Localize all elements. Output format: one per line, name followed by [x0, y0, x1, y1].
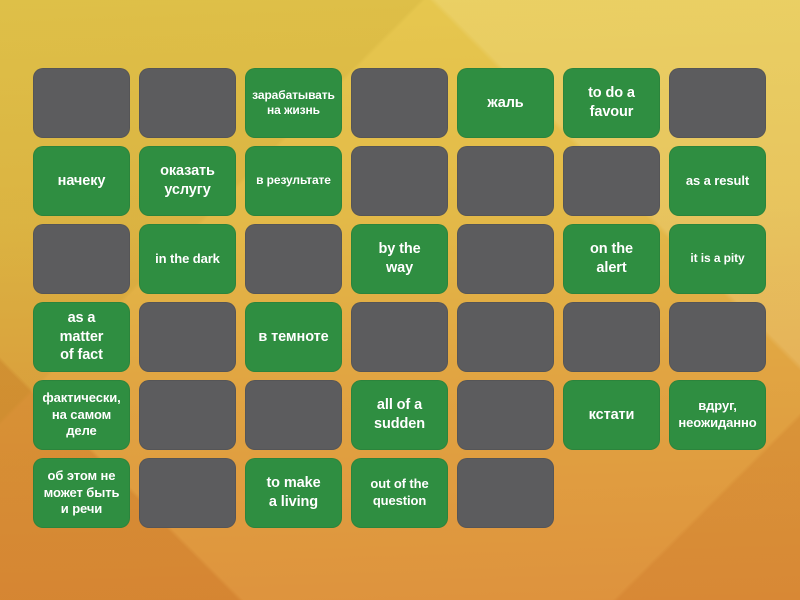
- card-revealed-r3c4[interactable]: by the way: [351, 224, 448, 294]
- card-hidden-r3c5[interactable]: [457, 224, 554, 294]
- card-hidden-r1c4[interactable]: [351, 68, 448, 138]
- card-hidden-r1c1[interactable]: [33, 68, 130, 138]
- card-label: in the dark: [155, 250, 220, 266]
- card-hidden-r6c2[interactable]: [139, 458, 236, 528]
- card-hidden-r4c7[interactable]: [669, 302, 766, 372]
- card-revealed-r5c6[interactable]: кстати: [563, 380, 660, 450]
- card-grid: зарабатывать на жизнь жаль to do a favour н…: [33, 68, 766, 528]
- card-revealed-r6c4[interactable]: out of the question: [351, 458, 448, 528]
- card-hidden-r4c5[interactable]: [457, 302, 554, 372]
- card-revealed-r5c7[interactable]: вдруг, неожиданно: [669, 380, 766, 450]
- card-label: в результате: [256, 173, 331, 188]
- card-hidden-r4c4[interactable]: [351, 302, 448, 372]
- card-hidden-r2c4[interactable]: [351, 146, 448, 216]
- card-hidden-r6c5[interactable]: [457, 458, 554, 528]
- card-label: оказать услугу: [160, 163, 215, 198]
- card-revealed-r3c6[interactable]: on the alert: [563, 224, 660, 294]
- card-label: вдруг, неожиданно: [678, 398, 757, 430]
- card-label: об этом не может быть и речи: [43, 468, 120, 517]
- card-label: it is a pity: [690, 251, 745, 266]
- card-revealed-r4c1[interactable]: as a matter of fact: [33, 302, 130, 372]
- card-hidden-r5c5[interactable]: [457, 380, 554, 450]
- card-revealed-r2c3[interactable]: в результате: [245, 146, 342, 216]
- card-revealed-r3c7[interactable]: it is a pity: [669, 224, 766, 294]
- card-label: to make a living: [266, 475, 321, 510]
- card-revealed-r6c3[interactable]: to make a living: [245, 458, 342, 528]
- card-hidden-r4c2[interactable]: [139, 302, 236, 372]
- card-label: кстати: [588, 406, 635, 423]
- card-revealed-r2c7[interactable]: as a result: [669, 146, 766, 216]
- card-revealed-r5c1[interactable]: фактически, на самом деле: [33, 380, 130, 450]
- card-label: as a matter of fact: [59, 310, 104, 364]
- card-hidden-r3c3[interactable]: [245, 224, 342, 294]
- card-revealed-r1c5[interactable]: жаль: [457, 68, 554, 138]
- card-revealed-r6c1[interactable]: об этом не может быть и речи: [33, 458, 130, 528]
- card-hidden-r2c6[interactable]: [563, 146, 660, 216]
- card-revealed-r2c2[interactable]: оказать услугу: [139, 146, 236, 216]
- card-label: by the way: [378, 241, 421, 276]
- card-revealed-r5c4[interactable]: all of a sudden: [351, 380, 448, 450]
- card-label: в темноте: [258, 328, 329, 345]
- card-label: жаль: [487, 94, 524, 111]
- card-label: начеку: [57, 172, 106, 189]
- card-revealed-r2c1[interactable]: начеку: [33, 146, 130, 216]
- card-revealed-r1c6[interactable]: to do a favour: [563, 68, 660, 138]
- card-label: on the alert: [590, 241, 633, 276]
- card-hidden-r1c7[interactable]: [669, 68, 766, 138]
- card-hidden-r4c6[interactable]: [563, 302, 660, 372]
- card-label: as a result: [685, 172, 750, 188]
- card-label: зарабатывать на жизнь: [252, 87, 335, 117]
- card-hidden-r2c5[interactable]: [457, 146, 554, 216]
- card-hidden-r5c3[interactable]: [245, 380, 342, 450]
- card-label: фактически, на самом деле: [42, 390, 121, 439]
- card-revealed-r1c3[interactable]: зарабатывать на жизнь: [245, 68, 342, 138]
- card-revealed-r3c2[interactable]: in the dark: [139, 224, 236, 294]
- card-label: all of a sudden: [374, 397, 425, 432]
- card-hidden-r5c2[interactable]: [139, 380, 236, 450]
- card-revealed-r4c3[interactable]: в темноте: [245, 302, 342, 372]
- card-hidden-r3c1[interactable]: [33, 224, 130, 294]
- card-hidden-r1c2[interactable]: [139, 68, 236, 138]
- card-label: to do a favour: [588, 85, 635, 120]
- card-label: out of the question: [370, 476, 429, 508]
